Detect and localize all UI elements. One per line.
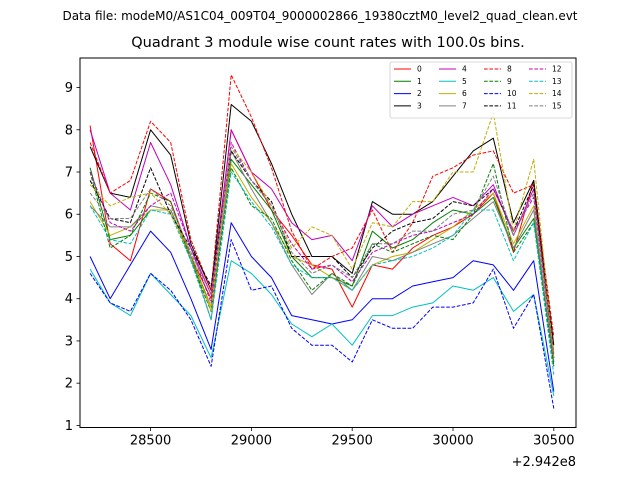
- x-tick-label: 30000: [432, 434, 473, 449]
- series-line-9: [89, 163, 555, 367]
- legend-label-13: 13: [552, 77, 562, 86]
- y-tick-label: 5: [65, 250, 73, 265]
- legend-label-7: 7: [462, 101, 467, 110]
- legend-label-12: 12: [552, 65, 562, 74]
- series-line-13: [89, 171, 555, 375]
- y-axis-ticks: 1 2 3 4 5 6 7 8 9: [65, 81, 80, 434]
- plot-frame: [79, 57, 577, 428]
- y-tick-label: 2: [65, 377, 73, 392]
- series-line-7: [89, 150, 555, 367]
- legend-box: [389, 61, 573, 119]
- legend-label-1: 1: [417, 77, 422, 86]
- legend-label-2: 2: [417, 89, 422, 98]
- legend-label-9: 9: [507, 77, 512, 86]
- legend-label-0: 0: [417, 65, 422, 74]
- x-tick-label: 29500: [332, 434, 373, 449]
- series-line-5: [89, 260, 555, 396]
- legend-label-11: 11: [507, 101, 517, 110]
- y-tick-label: 9: [65, 81, 73, 96]
- y-tick-label: 8: [65, 123, 73, 138]
- series-line-4: [89, 129, 555, 358]
- legend-label-4: 4: [462, 65, 467, 74]
- x-tick-label: 28500: [130, 434, 171, 449]
- legend-label-15: 15: [552, 101, 562, 110]
- x-tick-label: 30500: [533, 434, 574, 449]
- x-tick-label: 29000: [231, 434, 272, 449]
- legend-label-5: 5: [462, 77, 467, 86]
- legend-label-10: 10: [507, 89, 517, 98]
- series-lines: [89, 74, 555, 409]
- chart-title: Quadrant 3 module wise count rates with …: [131, 35, 525, 51]
- y-tick-label: 4: [65, 292, 73, 307]
- y-tick-label: 7: [65, 166, 73, 181]
- series-line-10: [89, 239, 555, 409]
- figure-suptitle: Data file: modeM0/AS1C04_009T04_90000028…: [62, 9, 578, 23]
- series-line-8: [89, 74, 555, 337]
- series-line-11: [89, 150, 555, 358]
- series-line-0: [89, 125, 555, 354]
- series-line-14: [89, 112, 555, 358]
- series-line-12: [89, 142, 555, 358]
- x-axis-offset-label: +2.942e8: [512, 455, 576, 470]
- legend-label-14: 14: [552, 89, 562, 98]
- legend-label-3: 3: [417, 101, 422, 110]
- series-line-15: [89, 146, 555, 358]
- y-tick-label: 1: [65, 419, 73, 434]
- legend-label-8: 8: [507, 65, 512, 74]
- series-line-3: [89, 104, 555, 346]
- y-tick-label: 6: [65, 208, 73, 223]
- series-line-2: [89, 222, 555, 392]
- y-tick-label: 3: [65, 334, 73, 349]
- legend-label-6: 6: [462, 89, 467, 98]
- x-axis-ticks: 28500 29000 29500 30000 30500: [130, 427, 575, 449]
